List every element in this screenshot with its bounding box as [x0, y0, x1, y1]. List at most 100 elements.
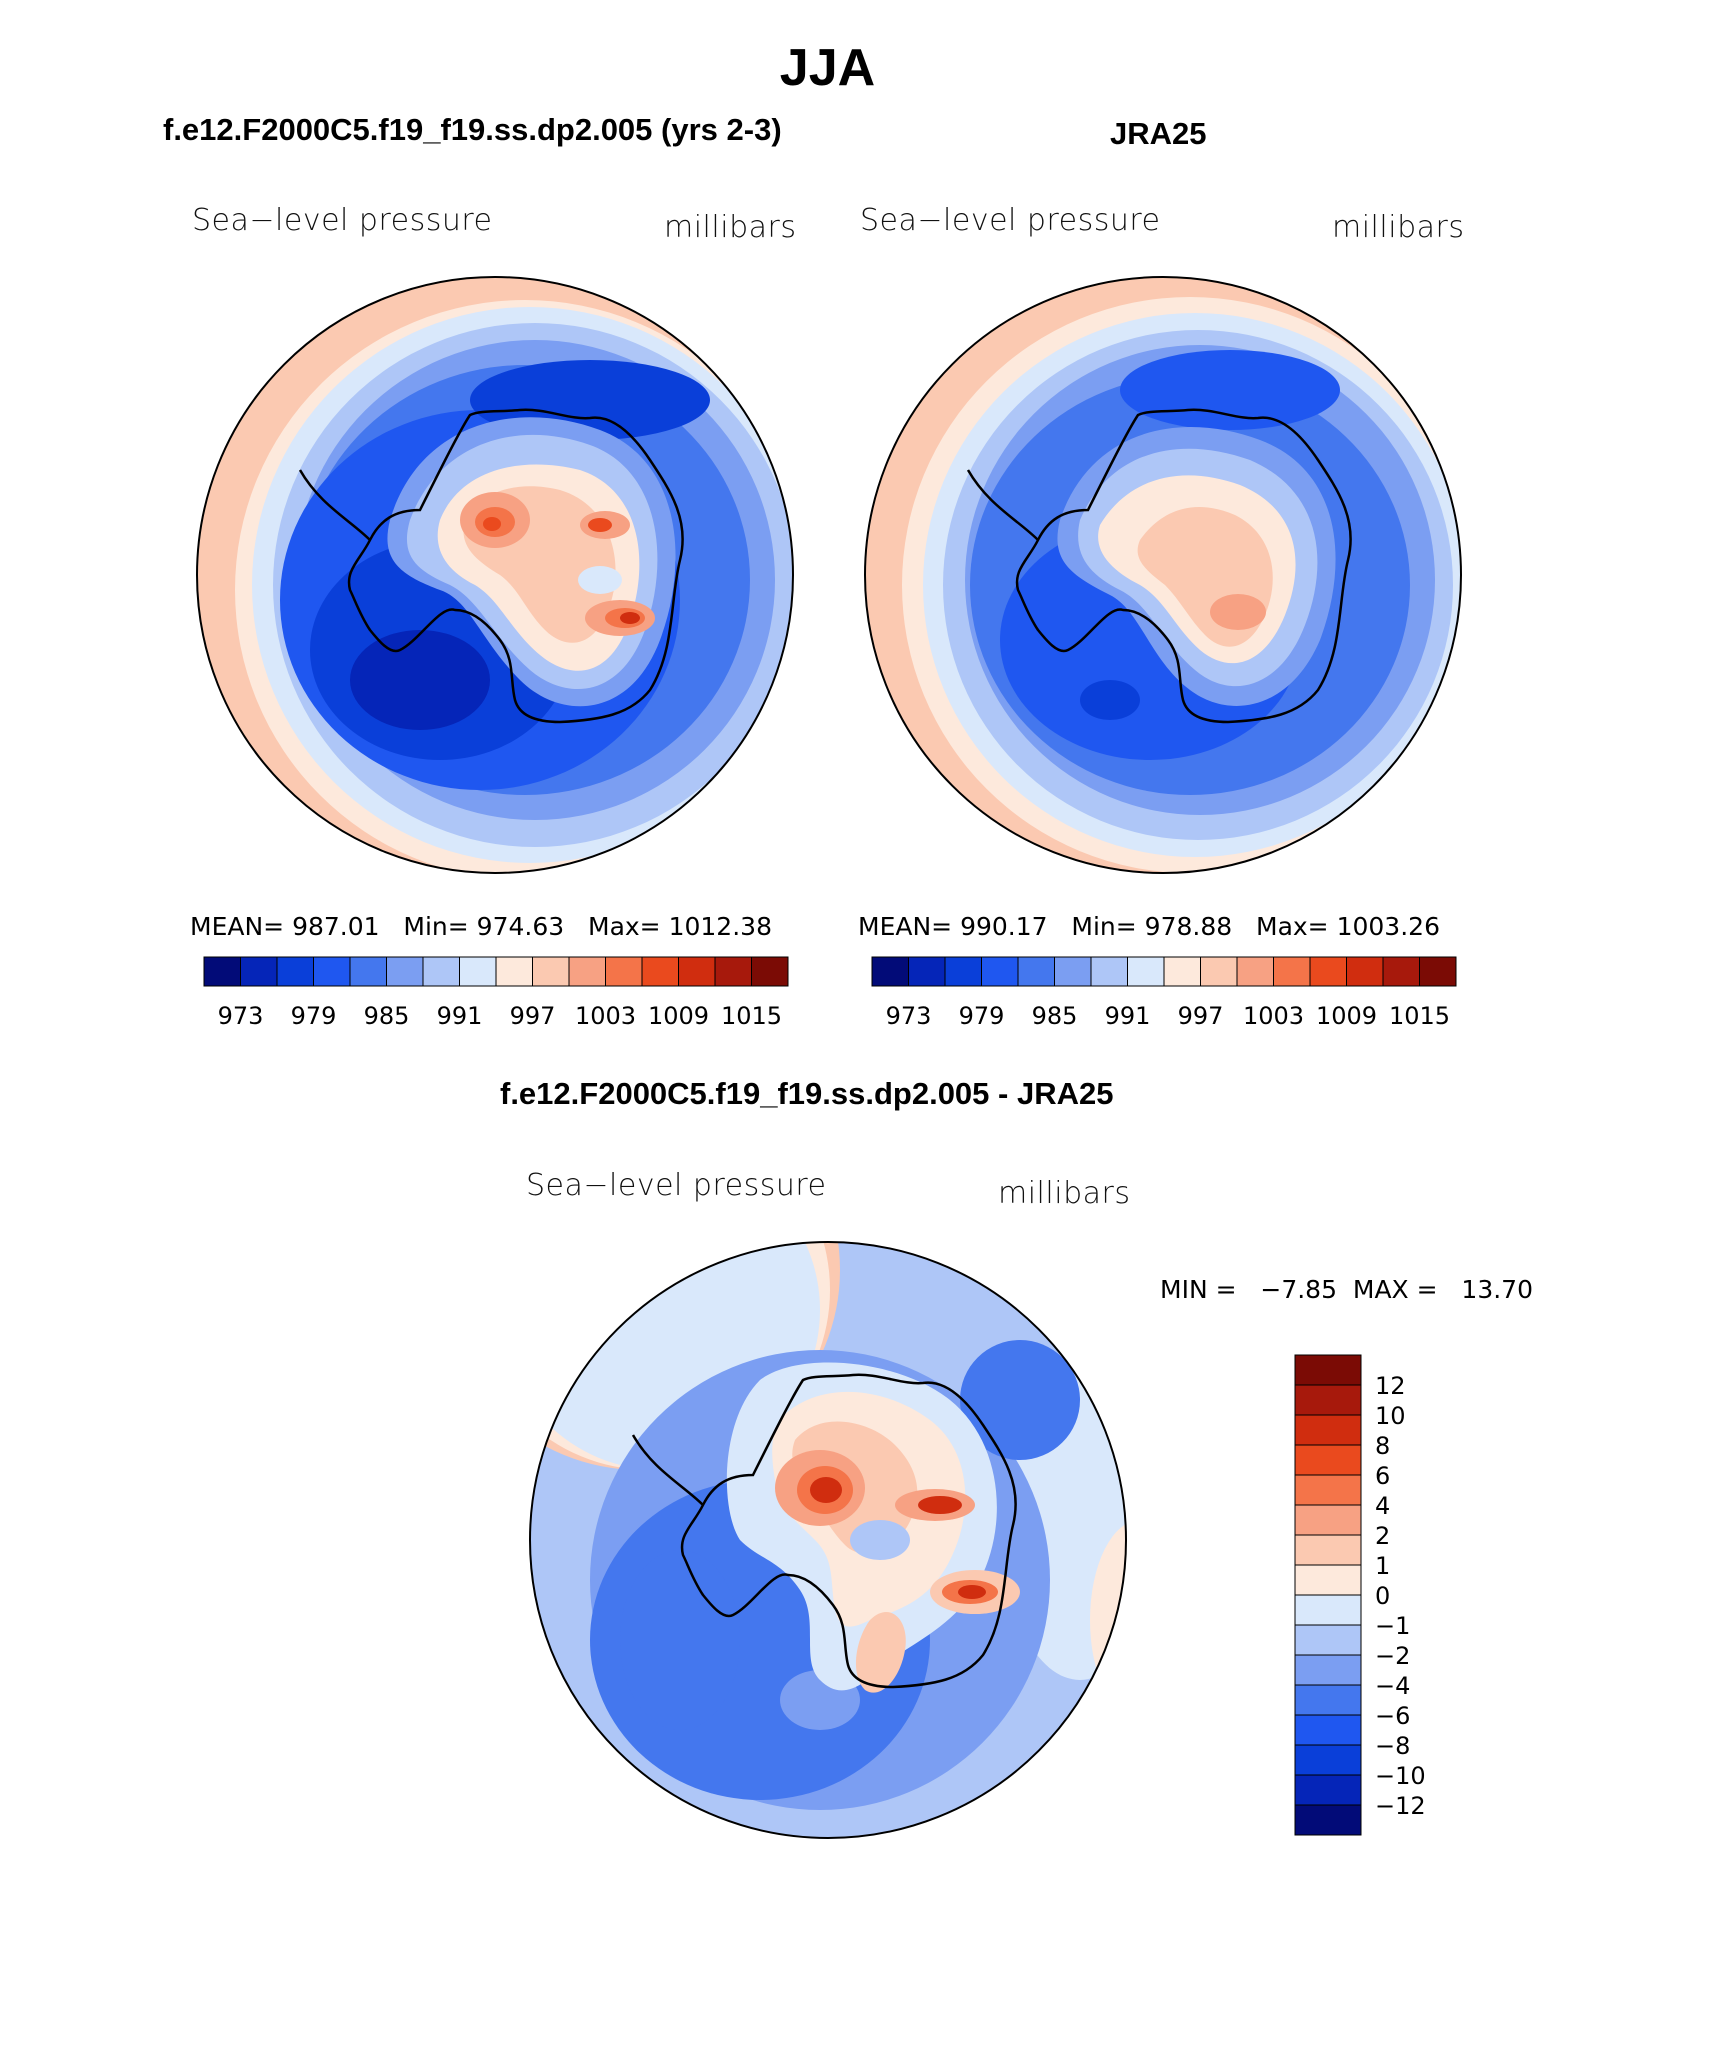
diff-colorbar-label: −10 [1375, 1762, 1426, 1790]
model-colorbar-swatch [459, 956, 497, 987]
model-mean-label: MEAN= [190, 912, 285, 941]
diff-panel-heading: f.e12.F2000C5.f19_f19.ss.dp2.005 - JRA25 [500, 1076, 1114, 1111]
obs-colorbar-label: 1009 [1316, 1002, 1377, 1030]
obs-colorbar-label: 997 [1178, 1002, 1224, 1030]
obs-colorbar-label: 1015 [1389, 1002, 1450, 1030]
model-colorbar-swatch [641, 956, 679, 987]
obs-colorbar-swatch [908, 956, 946, 987]
model-colorbar-swatch [276, 956, 314, 987]
model-colorbar: 973 979 985 991 997 1003 1009 1015 [203, 956, 789, 1030]
diff-colorbar-label: 0 [1375, 1582, 1390, 1610]
obs-colorbar-swatch [1127, 956, 1165, 987]
diff-colorbar-swatch [1294, 1804, 1362, 1836]
model-panel-heading: f.e12.F2000C5.f19_f19.ss.dp2.005 (yrs 2-… [163, 112, 782, 147]
model-colorbar-swatch [678, 956, 716, 987]
diff-colorbar-swatch [1294, 1744, 1362, 1776]
model-colorbar-label: 997 [510, 1002, 556, 1030]
model-colorbar-label: 991 [437, 1002, 483, 1030]
diff-colorbar-label: 10 [1375, 1402, 1406, 1430]
model-colorbar-swatch [532, 956, 570, 987]
obs-mean-label: MEAN= [858, 912, 953, 941]
diff-colorbar-swatch [1294, 1534, 1362, 1566]
obs-colorbar-swatch [1309, 956, 1347, 987]
obs-colorbar-label: 991 [1105, 1002, 1151, 1030]
model-colorbar-swatch [568, 956, 606, 987]
model-max-value: 1012.38 [668, 912, 772, 941]
diff-map-border [529, 1241, 1127, 1839]
model-colorbar-swatch [751, 956, 789, 987]
diff-colorbar-swatch [1294, 1564, 1362, 1596]
diff-colorbar-label: 4 [1375, 1492, 1390, 1520]
model-colorbar-swatch [605, 956, 643, 987]
model-units-label: millibars [664, 210, 797, 245]
obs-colorbar-label: 985 [1032, 1002, 1078, 1030]
diff-colorbar-label: 8 [1375, 1432, 1390, 1460]
obs-colorbar-swatch [1419, 956, 1457, 987]
model-colorbar-swatch [714, 956, 752, 987]
diff-colorbar-label: −4 [1375, 1672, 1410, 1700]
diff-colorbar-swatch [1294, 1624, 1362, 1656]
model-colorbar-label: 979 [291, 1002, 337, 1030]
model-colorbar-swatch [386, 956, 424, 987]
diff-colorbar-swatch [1294, 1444, 1362, 1476]
obs-polar-map [865, 277, 1461, 873]
diff-variable-label: Sea−level pressure [526, 1168, 827, 1203]
obs-units-label: millibars [1332, 210, 1465, 245]
obs-colorbar-swatch [1382, 956, 1420, 987]
obs-colorbar: 973 979 985 991 997 1003 1009 1015 [871, 956, 1457, 1030]
diff-colorbar-swatch [1294, 1414, 1362, 1446]
obs-colorbar-label: 979 [959, 1002, 1005, 1030]
obs-colorbar-swatch [1273, 956, 1311, 987]
diff-polar-map [530, 1242, 1126, 1838]
diff-colorbar-swatch [1294, 1354, 1362, 1386]
model-colorbar-swatch [349, 956, 387, 987]
diff-colorbar-swatch [1294, 1684, 1362, 1716]
model-colorbar-swatch [422, 956, 460, 987]
obs-panel-heading: JRA25 [1110, 116, 1207, 151]
obs-colorbar-swatch [1090, 956, 1128, 987]
obs-max-label: Max= [1256, 912, 1329, 941]
obs-map-border [864, 276, 1462, 874]
figure-title: JJA [779, 39, 876, 97]
obs-colorbar-swatch [1200, 956, 1238, 987]
model-colorbar-swatch [203, 956, 241, 987]
obs-variable-label: Sea−level pressure [860, 203, 1161, 238]
obs-mean-value: 990.17 [960, 912, 1048, 941]
diff-colorbar-label: 6 [1375, 1462, 1390, 1490]
model-mean-value: 987.01 [292, 912, 380, 941]
obs-colorbar-swatch [1054, 956, 1092, 987]
model-colorbar-label: 973 [218, 1002, 264, 1030]
diff-colorbar-label: −12 [1375, 1792, 1426, 1820]
diff-colorbar-swatch [1294, 1594, 1362, 1626]
model-colorbar-swatch [240, 956, 278, 987]
model-coastline [298, 408, 684, 724]
obs-colorbar-swatch [981, 956, 1019, 987]
diff-colorbar-label: 1 [1375, 1552, 1390, 1580]
obs-max-value: 1003.26 [1336, 912, 1440, 941]
diff-colorbar-swatch [1294, 1474, 1362, 1506]
diff-colorbar-swatch [1294, 1774, 1362, 1806]
model-variable-label: Sea−level pressure [192, 203, 493, 238]
obs-colorbar-label: 1003 [1243, 1002, 1304, 1030]
diff-colorbar-swatch [1294, 1504, 1362, 1536]
diff-colorbar-label: 12 [1375, 1372, 1406, 1400]
diff-colorbar-label: −8 [1375, 1732, 1410, 1760]
obs-colorbar-swatch [1163, 956, 1201, 987]
model-min-value: 974.63 [476, 912, 565, 941]
diff-units-label: millibars [998, 1176, 1131, 1211]
obs-colorbar-swatch [1346, 956, 1384, 987]
model-colorbar-label: 1015 [721, 1002, 782, 1030]
model-map-border [196, 276, 794, 874]
diff-coastline [631, 1373, 1017, 1689]
model-min-label: Min= [403, 912, 469, 941]
obs-colorbar-swatch [1017, 956, 1055, 987]
obs-colorbar-swatch [944, 956, 982, 987]
obs-colorbar-swatch [871, 956, 909, 987]
model-polar-map [197, 277, 793, 873]
diff-colorbar-label: −1 [1375, 1612, 1410, 1640]
obs-min-label: Min= [1071, 912, 1137, 941]
model-colorbar-label: 1009 [648, 1002, 709, 1030]
diff-colorbar-label: −6 [1375, 1702, 1410, 1730]
